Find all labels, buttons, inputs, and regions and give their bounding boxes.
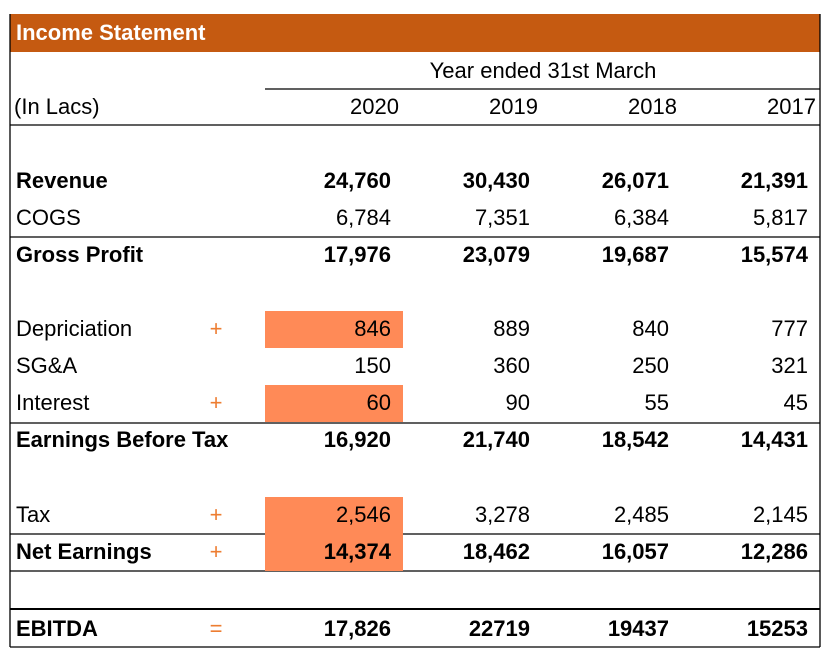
highlight-cell [265, 385, 403, 422]
cell-value: 22719 [469, 616, 530, 641]
highlight-cell [265, 311, 403, 348]
row-sign: = [210, 616, 223, 641]
row-label: Revenue [16, 168, 108, 193]
cell-value: 21,391 [741, 168, 808, 193]
row-label: Tax [16, 502, 50, 527]
row-label: Net Earnings [16, 539, 152, 564]
row-sign: + [210, 539, 223, 564]
cell-value: 2,546 [336, 502, 391, 527]
year-header: 2019 [489, 94, 538, 119]
cell-value: 30,430 [463, 168, 530, 193]
year-header: 2018 [628, 94, 677, 119]
cell-value: 2,485 [614, 502, 669, 527]
highlight-cell [265, 534, 403, 571]
cell-value: 17,976 [324, 242, 391, 267]
cell-value: 45 [784, 390, 808, 415]
cell-value: 60 [367, 390, 391, 415]
cell-value: 14,374 [324, 539, 392, 564]
cell-value: 840 [632, 316, 669, 341]
cell-value: 19,687 [602, 242, 669, 267]
cell-value: 777 [771, 316, 808, 341]
unit: (In Lacs) [14, 94, 100, 119]
caption: Year ended 31st March [430, 58, 657, 83]
highlight-cell [265, 497, 403, 534]
cell-value: 21,740 [463, 427, 530, 452]
cell-value: 15253 [747, 616, 808, 641]
year-header: 2020 [350, 94, 399, 119]
cell-value: 18,462 [463, 539, 530, 564]
cell-value: 26,071 [602, 168, 669, 193]
cell-value: 360 [493, 353, 530, 378]
cell-value: 55 [645, 390, 669, 415]
cell-value: 12,286 [741, 539, 808, 564]
cell-value: 18,542 [602, 427, 669, 452]
title-bar [10, 14, 820, 52]
row-sign: + [210, 390, 223, 415]
row-label: EBITDA [16, 616, 98, 641]
cell-value: 846 [354, 316, 391, 341]
year-header: 2017 [767, 94, 816, 119]
cell-value: 2,145 [753, 502, 808, 527]
row-label: COGS [16, 205, 81, 230]
cell-value: 150 [354, 353, 391, 378]
row-label: Gross Profit [16, 242, 144, 267]
cell-value: 6,784 [336, 205, 391, 230]
row-label: Depriciation [16, 316, 132, 341]
cell-value: 250 [632, 353, 669, 378]
row-label: Earnings Before Tax [16, 427, 229, 452]
row-sign: + [210, 316, 223, 341]
cell-value: 5,817 [753, 205, 808, 230]
cell-value: 6,384 [614, 205, 669, 230]
cell-value: 321 [771, 353, 808, 378]
cell-value: 16,057 [602, 539, 669, 564]
cell-value: 19437 [608, 616, 669, 641]
row-label: Interest [16, 390, 89, 415]
cell-value: 16,920 [324, 427, 391, 452]
cell-value: 7,351 [475, 205, 530, 230]
cell-value: 17,826 [324, 616, 391, 641]
cell-value: 23,079 [463, 242, 530, 267]
cell-value: 14,431 [741, 427, 808, 452]
row-sign: + [210, 502, 223, 527]
row-label: SG&A [16, 353, 77, 378]
cell-value: 889 [493, 316, 530, 341]
cell-value: 24,760 [324, 168, 391, 193]
cell-value: 3,278 [475, 502, 530, 527]
cell-value: 15,574 [741, 242, 809, 267]
title: Income Statement [16, 20, 206, 45]
cell-value: 90 [506, 390, 530, 415]
